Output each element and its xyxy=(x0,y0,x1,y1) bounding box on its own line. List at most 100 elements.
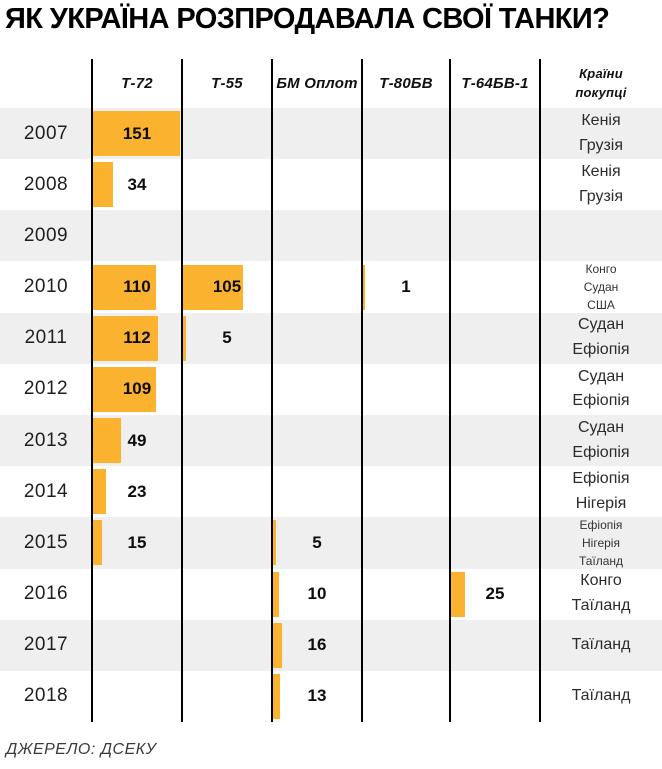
year-label: 2016 xyxy=(23,583,69,605)
bar-value: 13 xyxy=(307,686,327,706)
buyer-countries: Конго Судан США xyxy=(540,262,662,313)
table-row: 2017 Таїланд 16 xyxy=(0,619,662,671)
column-header-t55: Т-55 xyxy=(211,75,243,92)
column-divider xyxy=(361,59,363,722)
year-label: 2018 xyxy=(23,685,69,707)
year-label: 2011 xyxy=(24,327,68,349)
bar-value: 151 xyxy=(122,123,152,143)
table-row: 2007 Кенія Грузія 151 xyxy=(0,108,662,160)
buyer-countries: Кенія Грузія xyxy=(540,108,662,159)
buyer-countries xyxy=(540,210,662,261)
table-row: 2011 Судан Ефіопія 112 5 xyxy=(0,312,662,364)
bar-oplot xyxy=(273,673,281,719)
year-label: 2009 xyxy=(23,224,69,246)
bar-t72 xyxy=(93,418,122,464)
column-header-t72: Т-72 xyxy=(121,75,153,92)
bar-t64bv1 xyxy=(451,571,466,617)
column-header-t80bv: Т-80БВ xyxy=(379,75,433,92)
table-row: 2018 Таїланд 13 xyxy=(0,671,662,722)
column-divider xyxy=(271,59,273,722)
bar-t72 xyxy=(93,162,113,208)
bar-t80bv xyxy=(363,264,365,310)
buyer-countries: Кенія Грузія xyxy=(540,159,662,210)
bar-t72 xyxy=(93,264,157,310)
country-name: Судан xyxy=(583,280,619,295)
table-row: 2013 Судан Ефіопія 49 xyxy=(0,415,662,467)
country-name: Ефіопія xyxy=(579,517,623,532)
year-label: 2010 xyxy=(23,276,69,298)
buyer-countries: Ефіопія Нігерія xyxy=(540,466,662,517)
bar-t72 xyxy=(93,111,180,156)
bar-value: 34 xyxy=(127,174,147,194)
bar-value: 15 xyxy=(127,532,147,552)
buyer-countries: Ефіопія Нігерія Таїланд xyxy=(540,517,662,568)
page-title: ЯК УКРАЇНА РОЗПРОДАВАЛА СВОЇ ТАНКИ? xyxy=(5,3,610,35)
buyer-countries: Судан Ефіопія xyxy=(540,415,662,466)
table-row: 2012 Судан Ефіопія 109 xyxy=(0,364,662,415)
table-row: 2008 Кенія Грузія 34 xyxy=(0,159,662,210)
bar-oplot xyxy=(273,571,279,617)
year-label: 2007 xyxy=(23,122,69,144)
bar-t72 xyxy=(93,469,107,515)
bar-value: 105 xyxy=(212,277,242,297)
country-name: Грузія xyxy=(578,136,624,154)
country-name: Судан xyxy=(577,367,625,385)
country-name: Ефіопія xyxy=(572,469,630,487)
bar-t72 xyxy=(93,315,158,361)
buyer-countries: Конго Таїланд xyxy=(540,569,662,620)
table-row: 2015 Ефіопія Нігерія Таїланд 15 5 xyxy=(0,517,662,569)
year-label: 2008 xyxy=(23,173,69,195)
bar-value: 1 xyxy=(401,277,411,297)
column-divider xyxy=(91,59,93,722)
bar-value: 109 xyxy=(122,379,152,399)
country-name: Судан xyxy=(577,316,625,334)
year-label: 2013 xyxy=(23,429,69,451)
bar-t72 xyxy=(93,366,156,412)
bar-value: 25 xyxy=(485,584,505,604)
bar-value: 110 xyxy=(123,277,151,297)
country-name: Судан xyxy=(577,418,625,436)
bar-value: 16 xyxy=(307,635,327,655)
bar-value: 5 xyxy=(222,328,232,348)
year-label: 2017 xyxy=(23,634,69,656)
column-header-t64bv1: Т-64БВ-1 xyxy=(461,75,529,92)
buyer-countries-header-line: Країни xyxy=(579,65,623,81)
bar-t72 xyxy=(93,520,102,566)
bar-t55 xyxy=(183,315,186,361)
column-divider xyxy=(449,59,451,722)
country-name: Конго xyxy=(585,262,617,277)
column-divider xyxy=(181,59,183,722)
country-name: Таїланд xyxy=(578,553,624,568)
bar-value: 23 xyxy=(127,481,147,501)
country-name: Таїланд xyxy=(571,597,631,615)
column-header-oplot: БМ Оплот xyxy=(276,75,358,92)
country-name: Грузія xyxy=(578,187,624,205)
country-name: Конго xyxy=(580,572,622,590)
country-name: Таїланд xyxy=(571,635,631,653)
year-label: 2012 xyxy=(23,378,69,400)
country-name: Нігерія xyxy=(575,494,627,512)
country-name: США xyxy=(587,298,615,313)
buyer-countries: Таїланд xyxy=(540,620,662,671)
country-name: Ефіопія xyxy=(572,392,630,410)
country-name: Ефіопія xyxy=(572,341,630,359)
buyer-countries: Таїланд xyxy=(540,671,662,722)
buyer-countries: Судан Ефіопія xyxy=(540,313,662,364)
buyer-countries-header-line: покупці xyxy=(575,84,627,100)
bar-value: 112 xyxy=(123,328,151,348)
country-name: Ефіопія xyxy=(572,443,630,461)
table-row: 2009 xyxy=(0,210,662,262)
buyer-countries: Судан Ефіопія xyxy=(540,364,662,415)
bar-value: 5 xyxy=(312,532,322,552)
year-label: 2014 xyxy=(23,480,69,502)
bar-t55 xyxy=(183,264,244,310)
column-divider xyxy=(539,59,541,722)
bar-value: 10 xyxy=(307,584,327,604)
table-row: 2014 Ефіопія Нігерія 23 xyxy=(0,466,662,517)
table-row: 2010 Конго Судан США 110 105 1 xyxy=(0,262,662,313)
bar-value: 49 xyxy=(127,430,147,450)
bar-oplot xyxy=(273,520,276,566)
country-name: Таїланд xyxy=(571,687,631,705)
source-caption: ДЖЕРЕЛО: ДСЕКУ xyxy=(6,741,157,758)
